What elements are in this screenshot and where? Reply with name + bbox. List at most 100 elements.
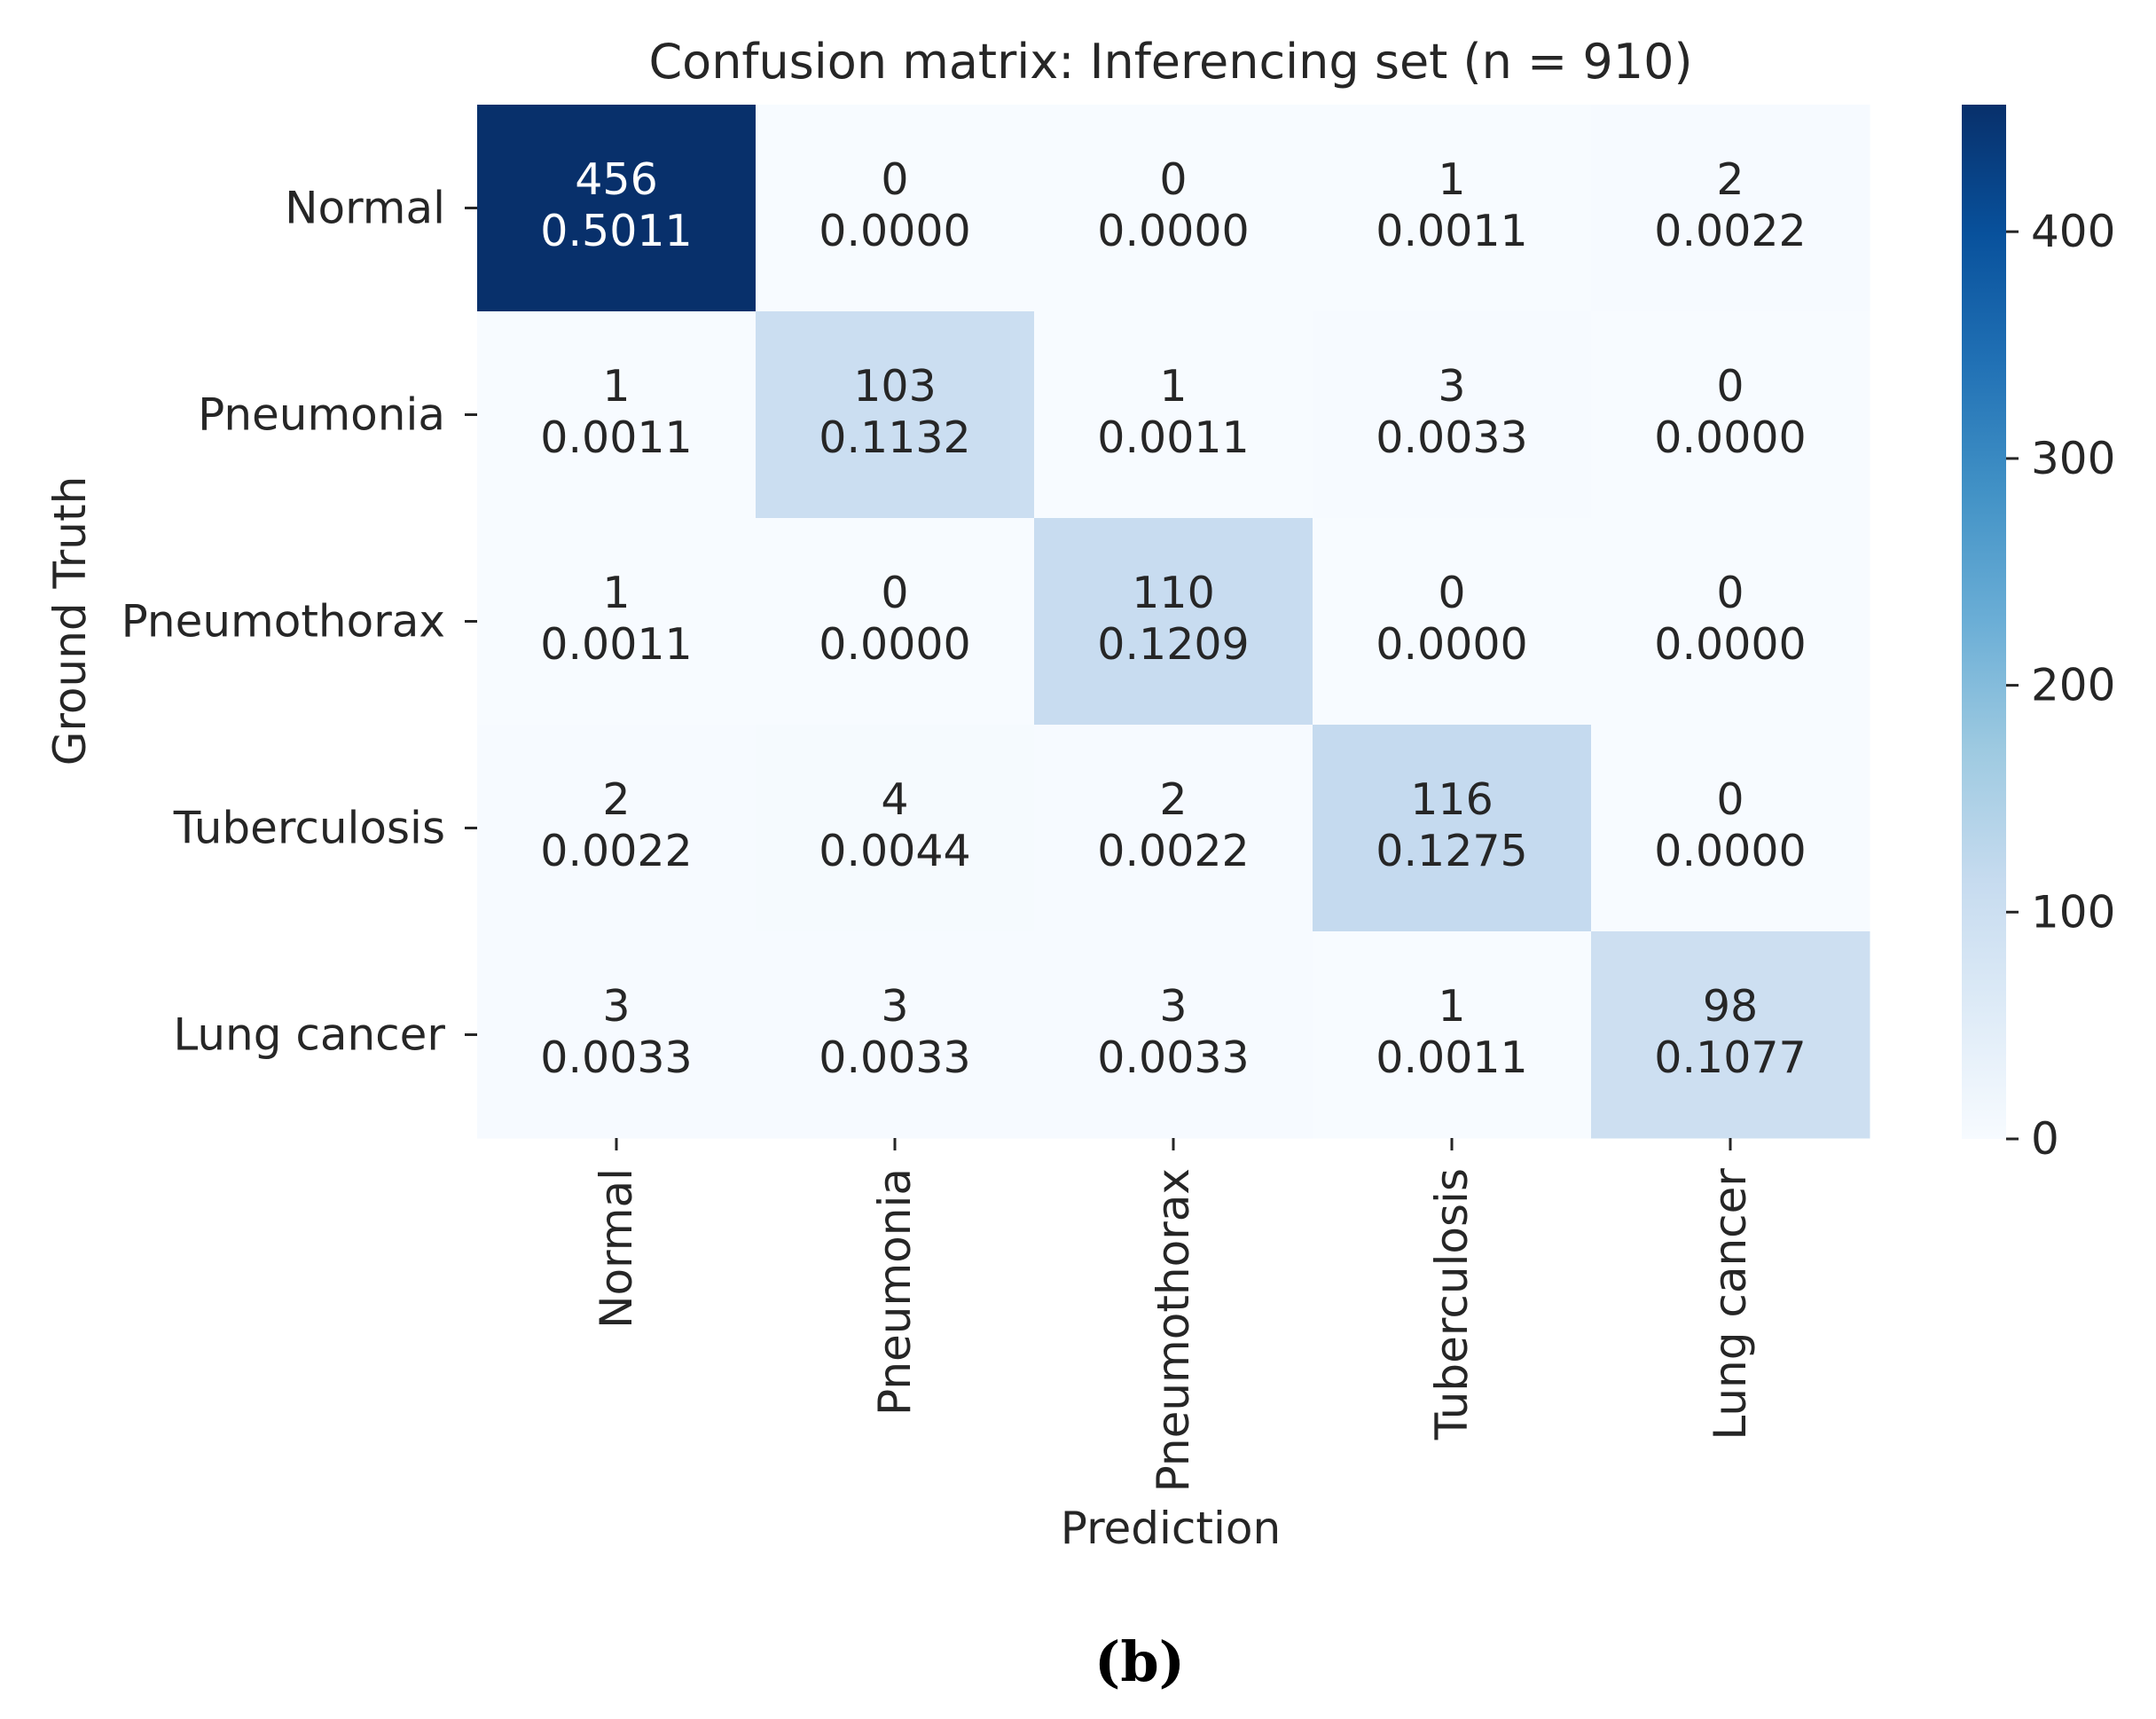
cell-count-label: 2: [602, 774, 630, 825]
cell-fraction-label: 0.0000: [819, 619, 970, 670]
cell-fraction-label: 0.1209: [1097, 619, 1249, 670]
x-tick-label: Pneumonia: [869, 1168, 921, 1416]
colorbar-tick-label: 100: [2031, 886, 2115, 938]
cell-count-label: 1: [602, 361, 630, 412]
x-tick-label: Tuberculosis: [1426, 1168, 1478, 1440]
x-tick-label: Normal: [591, 1168, 642, 1329]
cell-fraction-label: 0.0022: [540, 826, 692, 876]
cell-fraction-label: 0.1275: [1376, 826, 1527, 876]
x-tick-label: Lung cancer: [1705, 1168, 1756, 1440]
cell-count-label: 2: [1716, 154, 1744, 205]
cell-count-label: 0: [1159, 154, 1187, 205]
colorbar-gradient: [1962, 105, 2006, 1139]
cell-count-label: 1: [1438, 981, 1465, 1032]
cell-count-label: 116: [1410, 774, 1494, 825]
cell-fraction-label: 0.1132: [819, 412, 970, 463]
heatmap-cell: [756, 518, 1035, 726]
x-tick-label: Pneumothorax: [1148, 1168, 1199, 1492]
cell-count-label: 103: [853, 361, 937, 412]
cell-fraction-label: 0.0000: [1654, 412, 1806, 463]
cell-fraction-label: 0.0022: [1654, 206, 1806, 256]
cell-count-label: 0: [1716, 774, 1744, 825]
cell-count-label: 3: [1438, 361, 1465, 412]
cell-fraction-label: 0.0033: [819, 1032, 970, 1083]
heatmap-cell: [1313, 725, 1592, 932]
heatmap-cell: [1591, 105, 1870, 312]
heatmap-cells: 4560.501100.000000.000010.001120.002210.…: [477, 105, 1870, 1139]
cell-fraction-label: 0.0000: [1654, 826, 1806, 876]
colorbar-tick-label: 0: [2031, 1113, 2059, 1165]
heatmap-cell: [756, 931, 1035, 1139]
heatmap-cell: [1591, 725, 1870, 932]
heatmap-cell: [1034, 311, 1313, 519]
heatmap-cell: [477, 105, 757, 312]
cell-fraction-label: 0.0011: [540, 619, 692, 670]
colorbar-tick-label: 300: [2031, 433, 2115, 484]
cell-fraction-label: 0.0033: [540, 1032, 692, 1083]
y-tick-label: Pneumonia: [198, 389, 445, 441]
cell-count-label: 0: [881, 568, 908, 618]
cell-count-label: 456: [575, 154, 658, 205]
cell-fraction-label: 0.0011: [1376, 206, 1527, 256]
cell-count-label: 3: [1159, 981, 1187, 1032]
figure-caption: (b): [1094, 1629, 1185, 1694]
heatmap-cell: [756, 105, 1035, 312]
heatmap-cell: [477, 725, 757, 932]
heatmap-cell: [1034, 105, 1313, 312]
cell-count-label: 110: [1132, 568, 1215, 618]
cell-count-label: 3: [602, 981, 630, 1032]
cell-count-label: 0: [1438, 568, 1465, 618]
cell-count-label: 0: [881, 154, 908, 205]
cell-fraction-label: 0.1077: [1654, 1032, 1806, 1083]
cell-fraction-label: 0.0033: [1376, 412, 1527, 463]
heatmap-cell: [477, 931, 757, 1139]
heatmap-cell: [1034, 518, 1313, 726]
cell-fraction-label: 0.5011: [540, 206, 692, 256]
cell-fraction-label: 0.0011: [540, 412, 692, 463]
cell-count-label: 1: [602, 568, 630, 618]
heatmap-cell: [1313, 105, 1592, 312]
cell-fraction-label: 0.0000: [819, 206, 970, 256]
chart-title: Confusion matrix: Inferencing set (n = 9…: [648, 34, 1692, 90]
heatmap-cell: [756, 725, 1035, 932]
heatmap-cell: [1591, 311, 1870, 519]
heatmap-cell: [756, 311, 1035, 519]
cell-count-label: 0: [1716, 568, 1744, 618]
cell-count-label: 1: [1438, 154, 1465, 205]
y-tick-label: Lung cancer: [173, 1009, 445, 1061]
cell-fraction-label: 0.0044: [819, 826, 970, 876]
x-axis-label: Prediction: [1061, 1503, 1281, 1554]
cell-fraction-label: 0.0011: [1097, 412, 1249, 463]
cell-count-label: 4: [881, 774, 908, 825]
heatmap-cell: [1591, 518, 1870, 726]
y-tick-label: Tuberculosis: [173, 803, 445, 854]
heatmap-cell: [477, 518, 757, 726]
cell-count-label: 1: [1159, 361, 1187, 412]
cell-fraction-label: 0.0011: [1376, 1032, 1527, 1083]
cell-fraction-label: 0.0000: [1376, 619, 1527, 670]
heatmap-cell: [1034, 931, 1313, 1139]
colorbar: 0 100 200 300 400: [1962, 105, 2115, 1165]
cell-count-label: 3: [881, 981, 908, 1032]
x-axis-ticks: Normal Pneumonia Pneumothorax Tuberculosis L…: [591, 1138, 1756, 1492]
heatmap-cell: [1313, 931, 1592, 1139]
y-tick-label: Normal: [285, 183, 445, 234]
y-axis-label: Ground Truth: [44, 476, 96, 766]
cell-fraction-label: 0.0000: [1097, 206, 1249, 256]
heatmap-cell: [1313, 311, 1592, 519]
colorbar-ticks: 0 100 200 300 400: [2006, 206, 2115, 1165]
y-axis-ticks: Normal Pneumonia Pneumothorax Tuberculosis L…: [122, 183, 477, 1061]
colorbar-tick-label: 400: [2031, 206, 2115, 257]
cell-count-label: 2: [1159, 774, 1187, 825]
cell-fraction-label: 0.0022: [1097, 826, 1249, 876]
y-tick-label: Pneumothorax: [122, 596, 445, 648]
heatmap-cell: [477, 311, 757, 519]
cell-count-label: 98: [1703, 981, 1758, 1032]
colorbar-tick-label: 200: [2031, 660, 2115, 711]
heatmap-cell: [1313, 518, 1592, 726]
cell-count-label: 0: [1716, 361, 1744, 412]
cell-fraction-label: 0.0000: [1654, 619, 1806, 670]
cell-fraction-label: 0.0033: [1097, 1032, 1249, 1083]
heatmap-cell: [1591, 931, 1870, 1139]
